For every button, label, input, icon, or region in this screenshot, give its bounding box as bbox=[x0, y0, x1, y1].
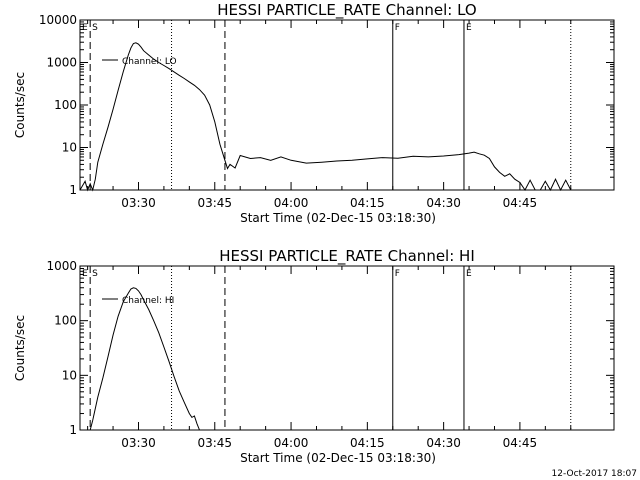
chart-title: HESSI PARTICLE_RATE Channel: HI bbox=[219, 247, 475, 266]
interval-marker-letter: E bbox=[82, 269, 88, 279]
y-tick-label: 100 bbox=[54, 98, 77, 112]
footer-date: 12-Oct-2017 18:07 bbox=[552, 469, 637, 479]
interval-marker-letter: E bbox=[82, 23, 88, 33]
chart-title: HESSI PARTICLE_RATE Channel: LO bbox=[217, 1, 476, 20]
interval-marker-letter: E bbox=[466, 23, 472, 33]
y-tick-label: 1 bbox=[69, 423, 77, 437]
legend-label: Channel: HI bbox=[122, 296, 174, 306]
y-tick-label: 1000 bbox=[46, 259, 77, 273]
x-tick-label: 04:15 bbox=[350, 436, 385, 450]
x-tick-label: 04:45 bbox=[503, 196, 538, 210]
y-tick-label: 10 bbox=[62, 141, 77, 155]
x-tick-label: 03:45 bbox=[197, 436, 232, 450]
series-line bbox=[79, 42, 572, 192]
x-tick-label: 04:45 bbox=[503, 436, 538, 450]
legend-label: Channel: LO bbox=[122, 57, 177, 67]
x-tick-label: 03:45 bbox=[197, 196, 232, 210]
x-tick-label: 04:30 bbox=[426, 436, 461, 450]
plot-frame bbox=[79, 265, 615, 431]
y-axis-label: Counts/sec bbox=[13, 315, 27, 381]
x-tick-label: 03:30 bbox=[121, 436, 156, 450]
hi-channel-panel: HESSI PARTICLE_RATE Channel: HI 1 10 100 100… bbox=[13, 247, 615, 465]
x-tick-label: 04:15 bbox=[350, 196, 385, 210]
lo-channel-panel: HESSI PARTICLE_RATE Channel: LO 1 10 100 100… bbox=[13, 1, 615, 225]
y-tick-label: 10 bbox=[62, 368, 77, 382]
y-axis-label: Counts/sec bbox=[13, 72, 27, 138]
interval-marker-letter: F bbox=[395, 269, 400, 279]
y-tick-label: 1 bbox=[69, 183, 77, 197]
series-line bbox=[89, 287, 200, 431]
plot-frame bbox=[79, 19, 615, 191]
x-tick-label: 04:00 bbox=[274, 436, 309, 450]
y-tick-label: 1000 bbox=[46, 56, 77, 70]
interval-marker-letter: E bbox=[466, 269, 472, 279]
x-axis-label: Start Time (02-Dec-15 03:18:30) bbox=[240, 451, 436, 465]
x-tick-label: 03:30 bbox=[121, 196, 156, 210]
x-tick-label: 04:30 bbox=[426, 196, 461, 210]
y-tick-label: 100 bbox=[54, 314, 77, 328]
x-tick-label: 04:00 bbox=[274, 196, 309, 210]
interval-marker-letter: F bbox=[395, 23, 400, 33]
y-tick-label: 10000 bbox=[39, 13, 77, 27]
x-axis-label: Start Time (02-Dec-15 03:18:30) bbox=[240, 211, 436, 225]
interval-marker-letter: S bbox=[92, 23, 98, 33]
interval-marker-letter: S bbox=[92, 269, 98, 279]
